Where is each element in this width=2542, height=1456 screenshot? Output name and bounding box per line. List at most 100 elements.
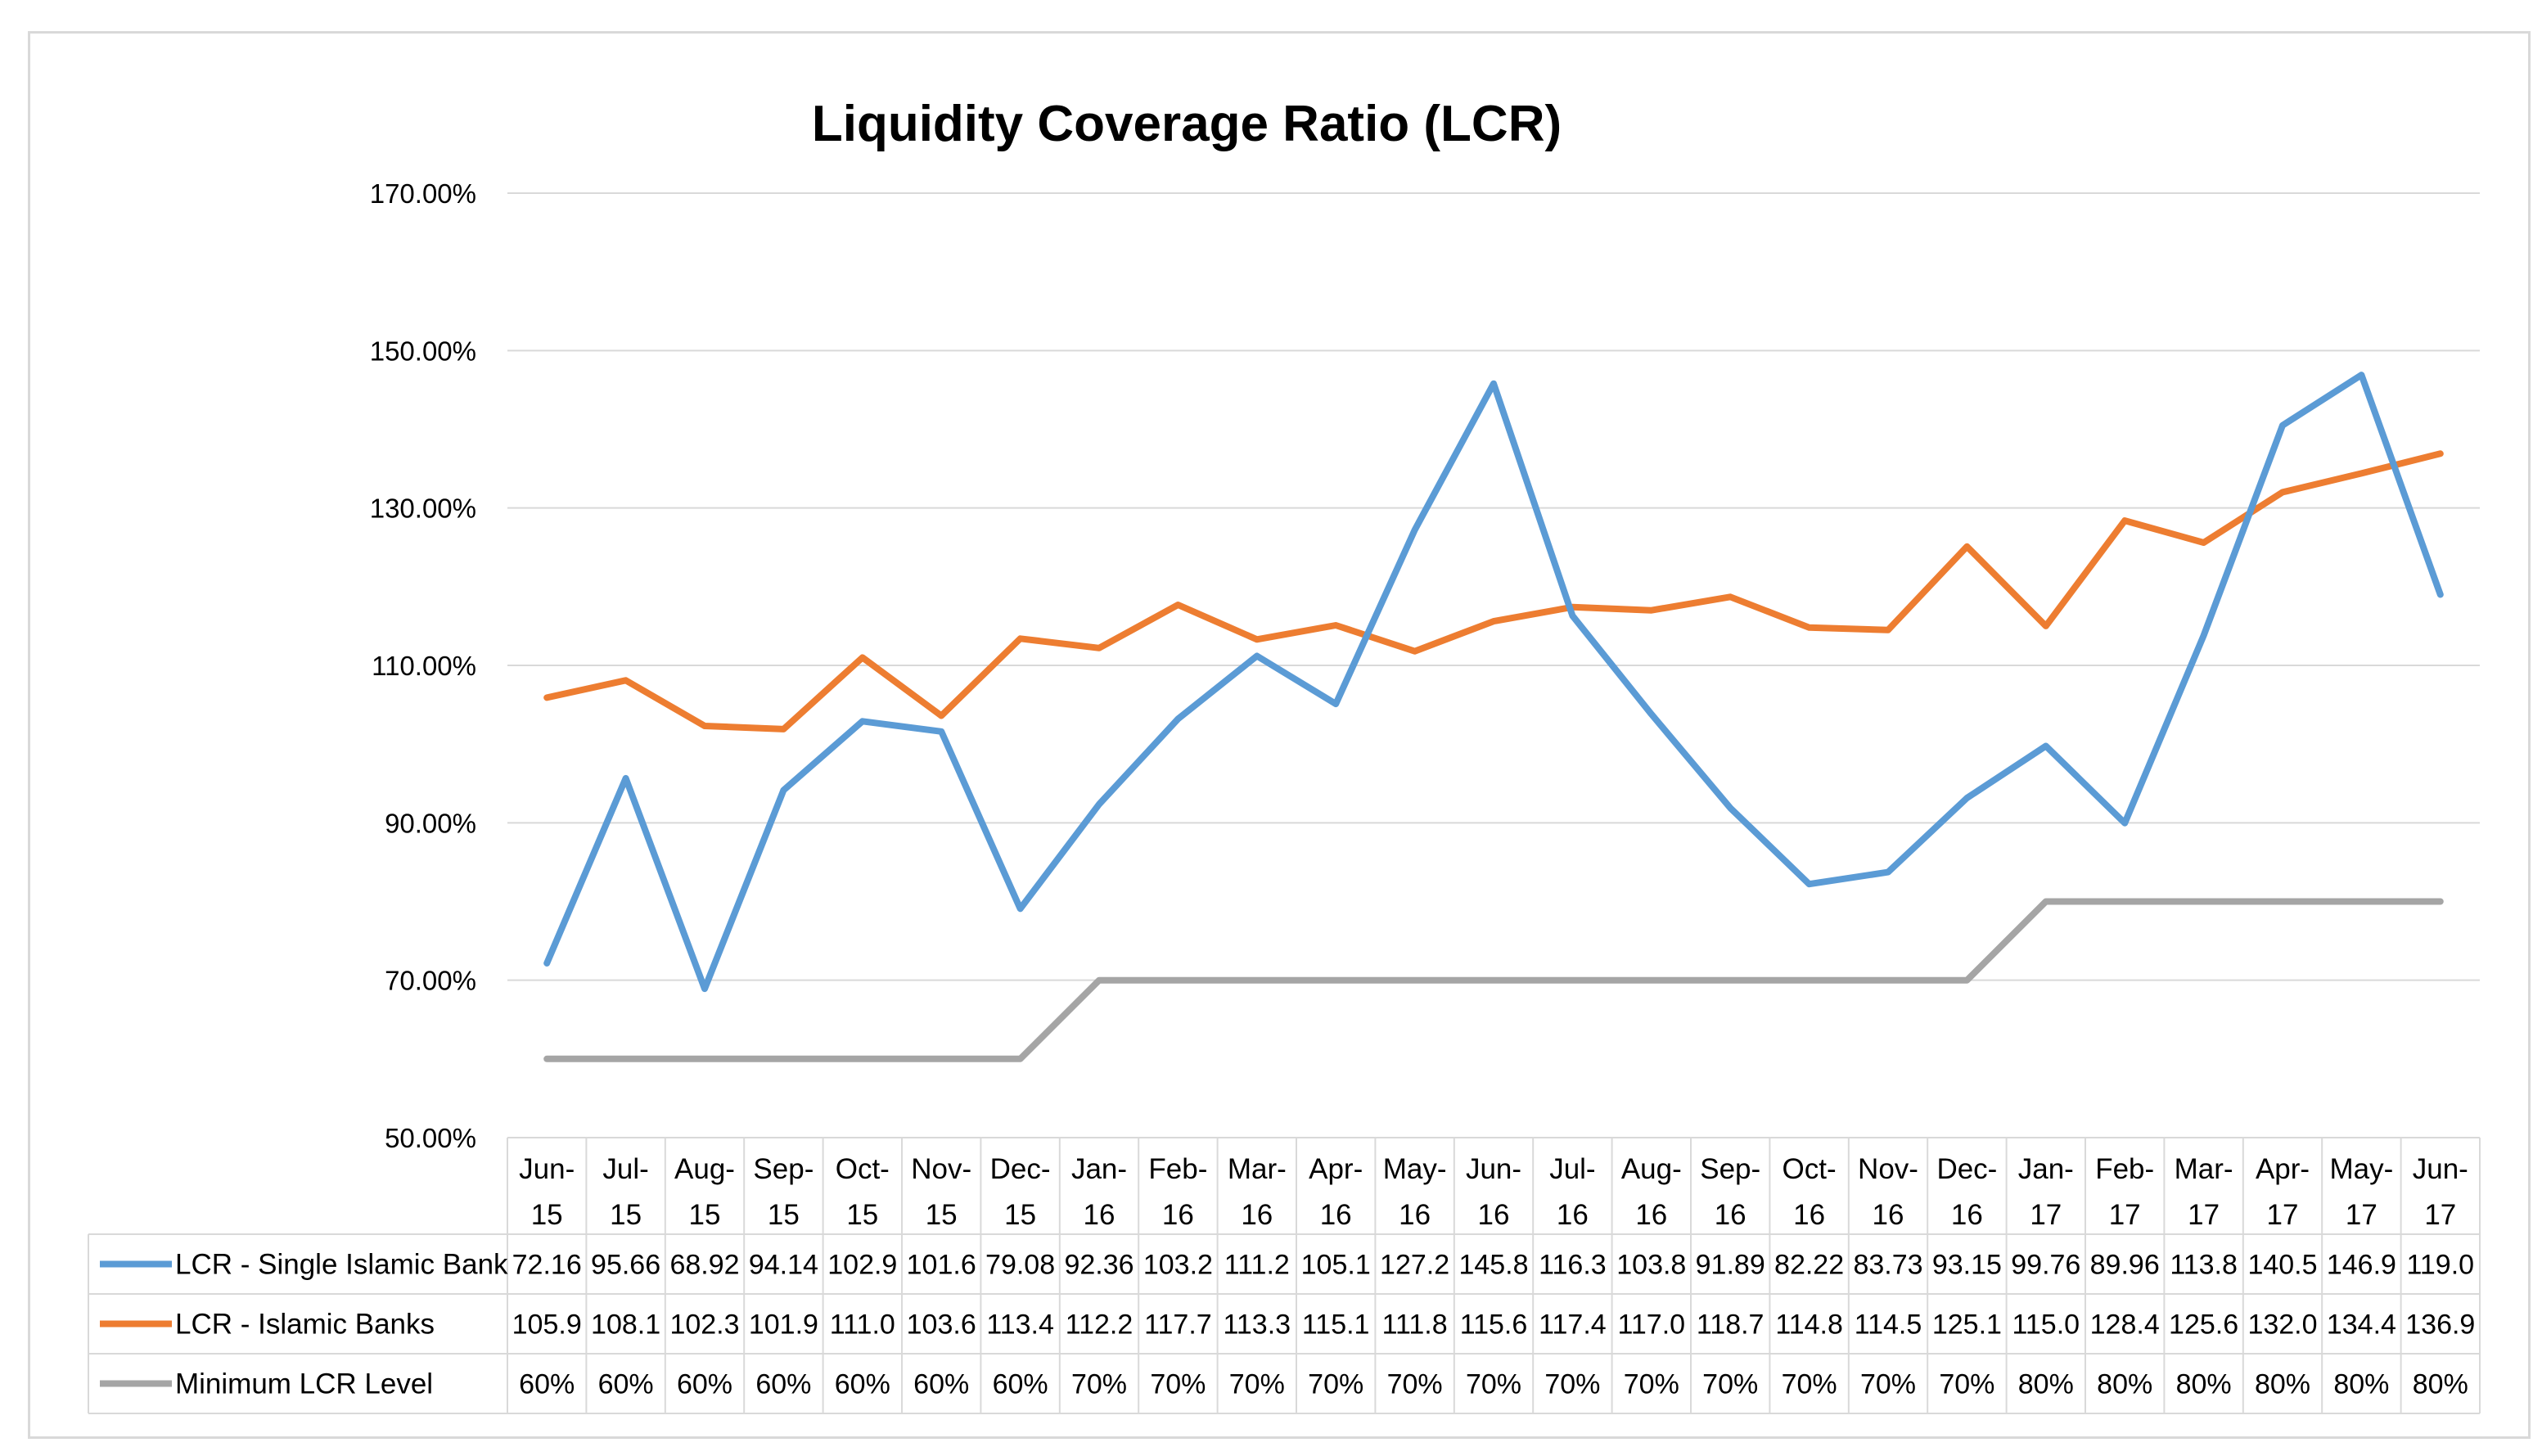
table-cell: 70% <box>1782 1369 1837 1400</box>
x-tick-label: 15 <box>689 1199 721 1231</box>
table-cell: 111.2 <box>1224 1250 1290 1281</box>
x-tick-label: Feb- <box>1148 1153 1207 1185</box>
x-tick-label: 17 <box>2109 1199 2141 1231</box>
x-tick-label: Aug- <box>1621 1153 1682 1185</box>
table-cell: 82.22 <box>1774 1250 1844 1281</box>
table-cell: 103.6 <box>907 1309 976 1341</box>
series-line <box>543 450 2444 733</box>
x-tick-label: 16 <box>1241 1199 1273 1231</box>
table-cell: 89.96 <box>2090 1250 2160 1281</box>
series-line <box>543 372 2444 993</box>
table-cell: 68.92 <box>669 1250 739 1281</box>
x-tick-label: Aug- <box>674 1153 735 1185</box>
chart-frame <box>28 31 2531 1439</box>
table-cell: 70% <box>1466 1369 1521 1400</box>
table-cell: 115.0 <box>2012 1309 2080 1341</box>
x-tick-label: Apr- <box>1309 1153 1363 1185</box>
x-tick-label: 16 <box>1793 1199 1825 1231</box>
x-tick-label: 16 <box>1478 1199 1510 1231</box>
table-cell: 80% <box>2018 1369 2074 1400</box>
table-cell: 70% <box>1702 1369 1758 1400</box>
x-tick-label: Nov- <box>1858 1153 1918 1185</box>
table-cell: 101.6 <box>907 1250 976 1281</box>
table-cell: 111.8 <box>1382 1309 1448 1341</box>
x-tick-label: Jun- <box>519 1153 575 1185</box>
x-tick-label: 17 <box>2424 1199 2456 1231</box>
table-cell: 127.2 <box>1380 1250 1449 1281</box>
x-tick-label: Sep- <box>1700 1153 1760 1185</box>
table-cell: 101.9 <box>749 1309 818 1341</box>
table-cell: 105.1 <box>1301 1250 1371 1281</box>
table-cell: 70% <box>1071 1369 1127 1400</box>
table-cell: 80% <box>2255 1369 2310 1400</box>
table-cell: 125.6 <box>2169 1309 2238 1341</box>
table-cell: 108.1 <box>591 1309 660 1341</box>
table-cell: 93.15 <box>1932 1250 2002 1281</box>
table-cell: 92.36 <box>1064 1250 1134 1281</box>
x-tick-label: 16 <box>1399 1199 1431 1231</box>
table-cell: 60% <box>519 1369 575 1400</box>
table-cell: 79.08 <box>985 1250 1055 1281</box>
table-cell: 91.89 <box>1696 1250 1765 1281</box>
x-tick-label: Jul- <box>1549 1153 1595 1185</box>
table-cell: 60% <box>913 1369 969 1400</box>
x-tick-label: Oct- <box>836 1153 890 1185</box>
table-cell: 136.9 <box>2405 1309 2475 1341</box>
x-tick-label: Dec- <box>1936 1153 1997 1185</box>
table-cell: 95.66 <box>591 1250 660 1281</box>
table-cell: 80% <box>2413 1369 2468 1400</box>
x-tick-label: Feb- <box>2095 1153 2154 1185</box>
x-tick-label: Nov- <box>911 1153 971 1185</box>
y-tick-label: 90.00% <box>385 808 476 838</box>
table-cell: 116.3 <box>1539 1250 1607 1281</box>
x-tick-label: 16 <box>1635 1199 1667 1231</box>
table-cell: 60% <box>993 1369 1048 1400</box>
table-cell: 111.0 <box>830 1309 895 1341</box>
table-cell: 60% <box>598 1369 654 1400</box>
x-tick-label: May- <box>2330 1153 2394 1185</box>
table-cell: 145.8 <box>1458 1250 1528 1281</box>
x-tick-label: 16 <box>1084 1199 1116 1231</box>
legend-label: LCR - Single Islamic Bank <box>175 1249 508 1281</box>
table-cell: 114.5 <box>1855 1309 1922 1341</box>
x-tick-label: 16 <box>1873 1199 1904 1231</box>
table-cell: 114.8 <box>1775 1309 1843 1341</box>
y-tick-label: 70.00% <box>385 966 476 996</box>
x-tick-label: Jun- <box>2413 1153 2468 1185</box>
table-cell: 94.14 <box>749 1250 818 1281</box>
x-tick-label: 15 <box>610 1199 642 1231</box>
chart-title: Liquidity Coverage Ratio (LCR) <box>812 96 1562 152</box>
table-cell: 134.4 <box>2327 1309 2396 1341</box>
x-tick-label: Jan- <box>1071 1153 1127 1185</box>
table-cell: 80% <box>2176 1369 2232 1400</box>
table-cell: 102.3 <box>669 1309 739 1341</box>
x-tick-label: Jul- <box>602 1153 648 1185</box>
table-cell: 102.9 <box>827 1250 897 1281</box>
x-tick-label: 15 <box>1004 1199 1036 1231</box>
table-cell: 70% <box>1150 1369 1206 1400</box>
table-cell: 70% <box>1308 1369 1363 1400</box>
x-tick-label: 16 <box>1951 1199 1983 1231</box>
x-tick-label: 16 <box>1320 1199 1352 1231</box>
table-cell: 115.1 <box>1302 1309 1370 1341</box>
x-tick-label: Mar- <box>2175 1153 2233 1185</box>
x-tick-label: 15 <box>531 1199 563 1231</box>
x-tick-label: Apr- <box>2256 1153 2310 1185</box>
table-cell: 115.6 <box>1460 1309 1528 1341</box>
x-tick-label: 17 <box>2188 1199 2220 1231</box>
table-cell: 117.4 <box>1539 1309 1607 1341</box>
table-cell: 60% <box>835 1369 890 1400</box>
table-cell: 70% <box>1939 1369 1994 1400</box>
x-tick-label: Dec- <box>990 1153 1051 1185</box>
table-cell: 99.76 <box>2011 1250 2080 1281</box>
table-cell: 146.9 <box>2327 1250 2396 1281</box>
x-tick-label: Jan- <box>2018 1153 2074 1185</box>
table-cell: 140.5 <box>2247 1250 2317 1281</box>
x-tick-label: 17 <box>2030 1199 2062 1231</box>
y-tick-label: 170.00% <box>370 178 476 209</box>
x-tick-label: 15 <box>846 1199 878 1231</box>
y-tick-label: 50.00% <box>385 1123 476 1153</box>
legend-label: Minimum LCR Level <box>175 1368 433 1400</box>
table-cell: 70% <box>1387 1369 1443 1400</box>
